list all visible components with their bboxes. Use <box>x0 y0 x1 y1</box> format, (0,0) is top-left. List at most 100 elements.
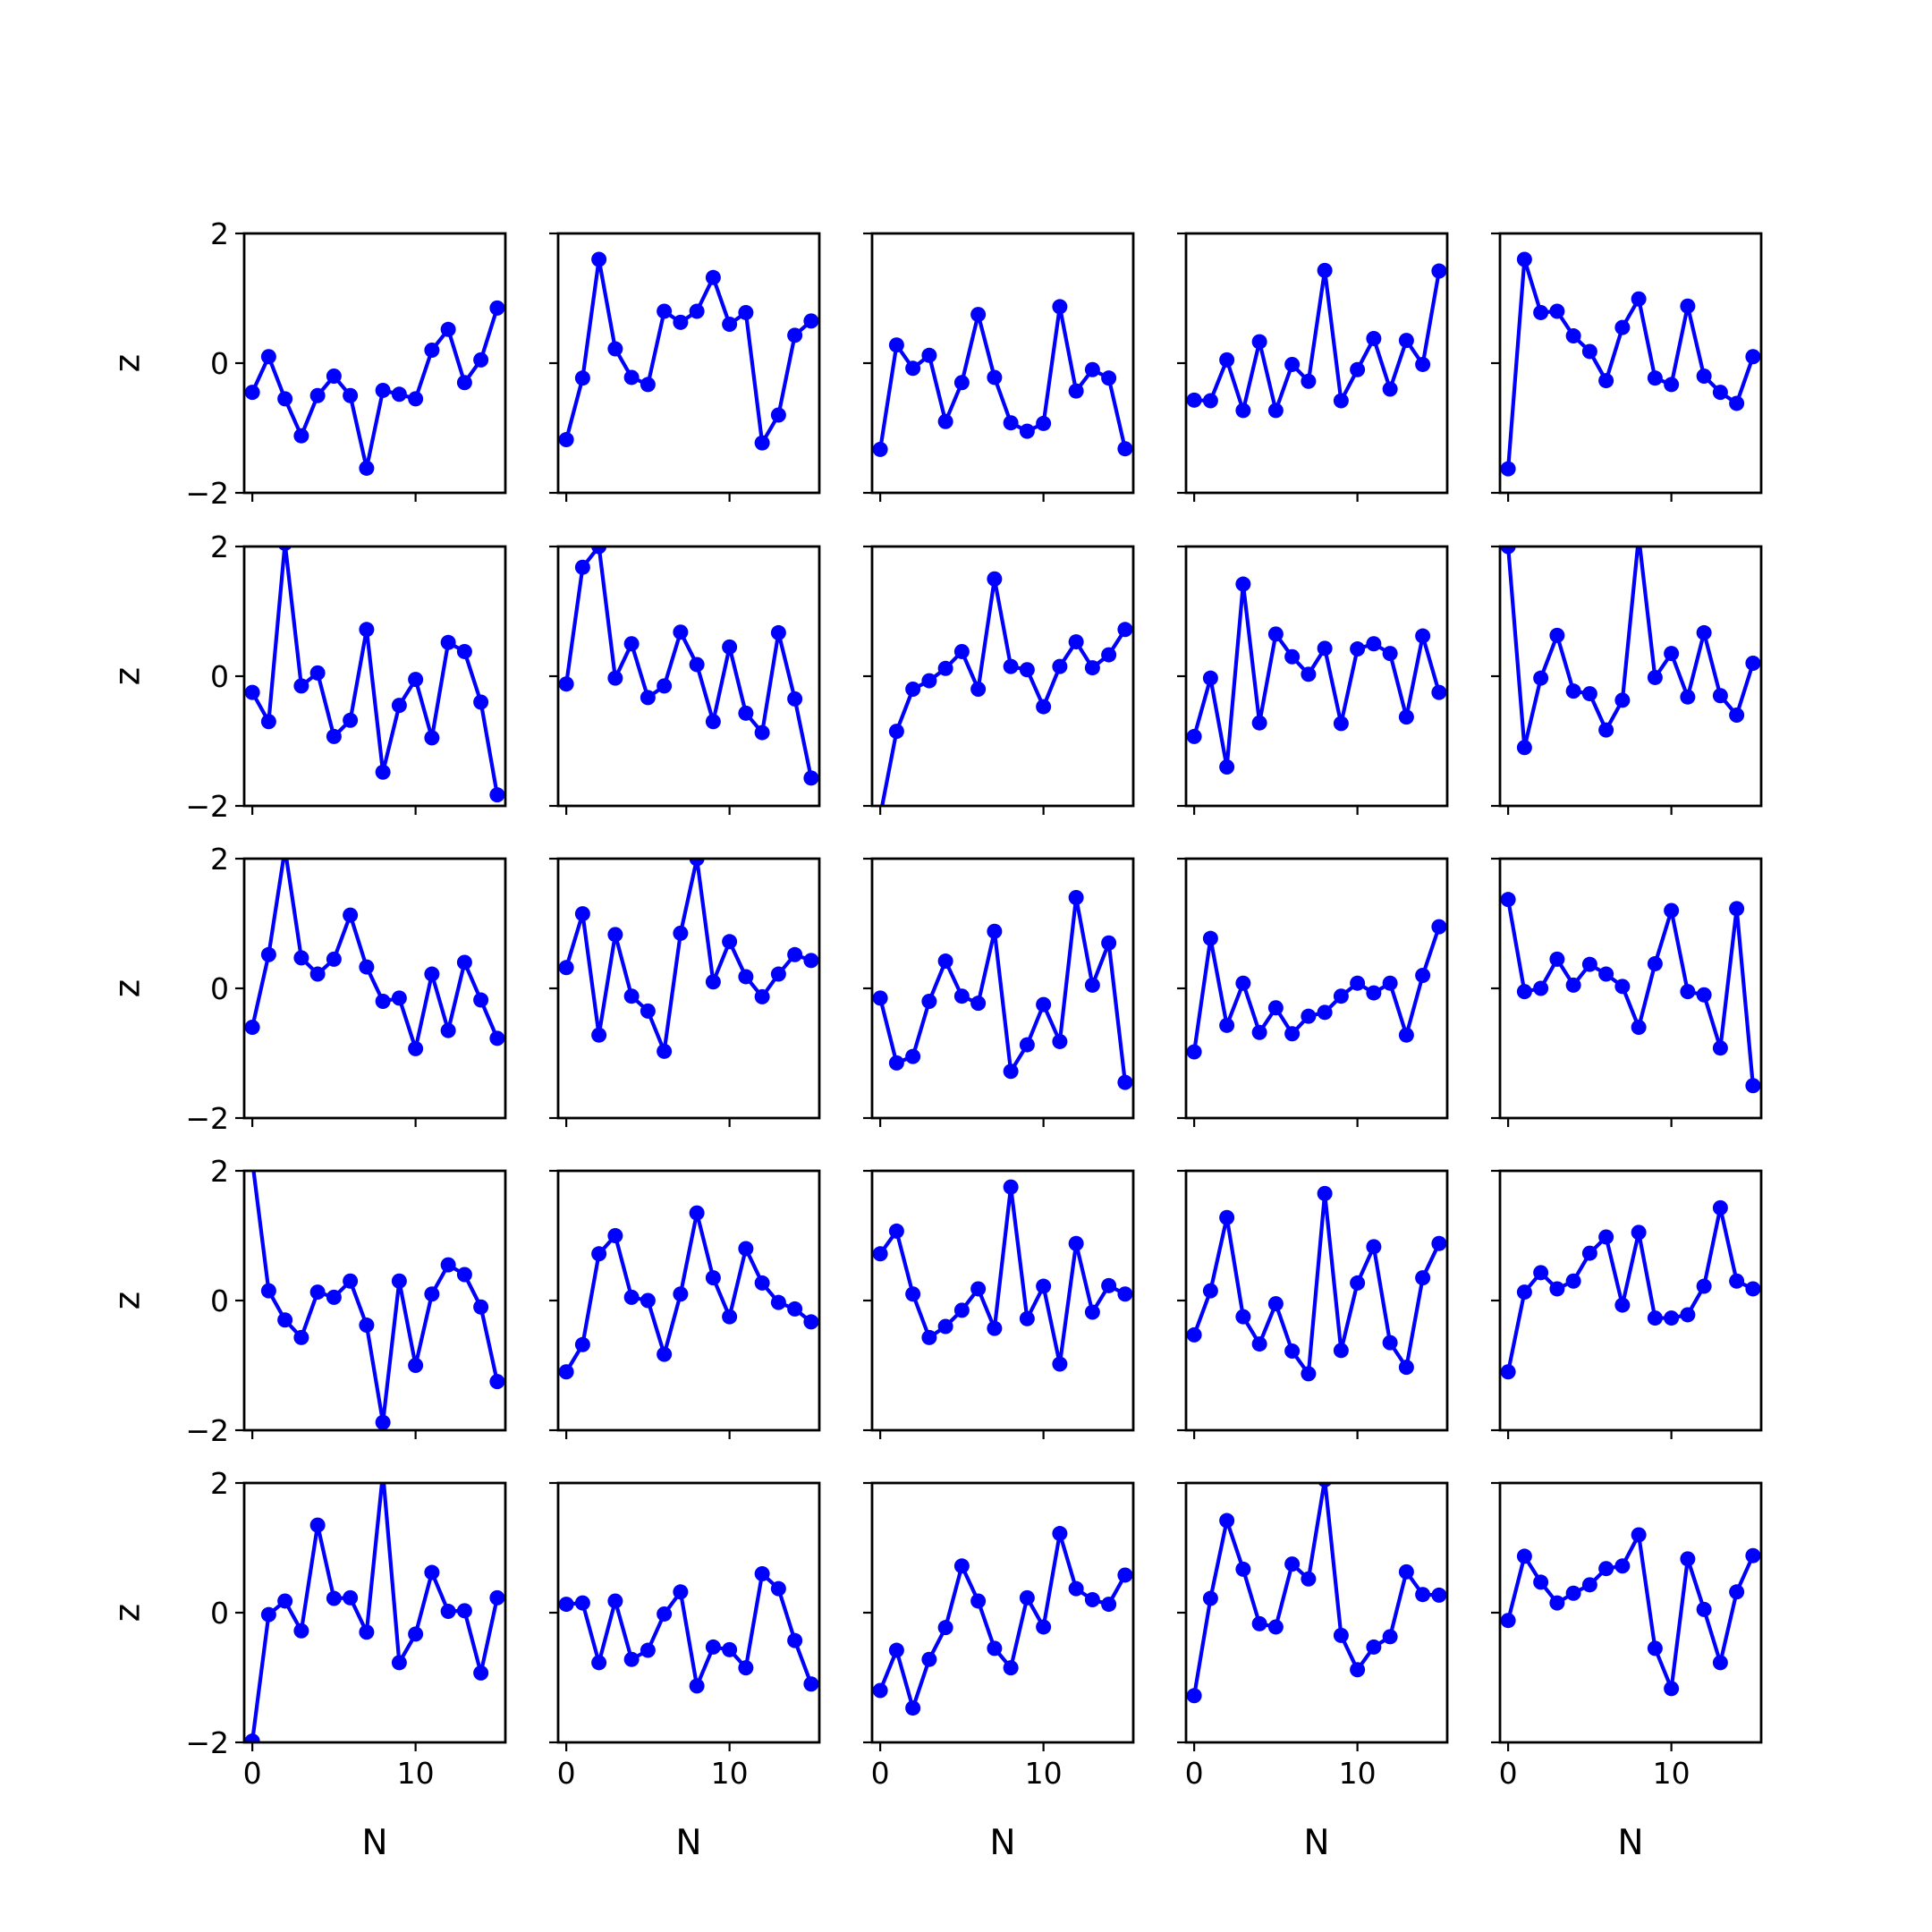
data-point <box>888 724 904 740</box>
data-point <box>1219 1017 1235 1033</box>
data-point <box>1598 373 1614 389</box>
data-point <box>770 624 786 640</box>
data-point <box>1350 1662 1366 1678</box>
data-point <box>1186 1044 1202 1060</box>
data-point <box>244 1733 260 1742</box>
data-layer <box>1186 1483 1447 1704</box>
data-layer <box>1500 1199 1761 1380</box>
data-point <box>591 1246 607 1262</box>
data-point <box>1366 1239 1382 1255</box>
data-point <box>359 1318 375 1334</box>
data-point <box>673 925 689 941</box>
data-point <box>640 1292 656 1309</box>
data-point <box>489 1589 505 1606</box>
data-point <box>1084 977 1100 993</box>
data-point <box>326 951 342 967</box>
data-point <box>1729 708 1745 723</box>
y-tick-label: 0 <box>210 659 229 694</box>
data-point <box>803 770 819 786</box>
data-point <box>970 682 987 697</box>
data-point <box>754 1275 770 1291</box>
data-point <box>1664 1310 1680 1326</box>
data-point <box>1664 377 1680 393</box>
series-line <box>880 577 1127 806</box>
data-point <box>1745 1078 1761 1094</box>
data-point <box>953 1302 970 1318</box>
data-point <box>888 337 904 353</box>
data-point <box>1745 1281 1761 1297</box>
data-point <box>1101 647 1117 663</box>
data-point <box>905 682 921 697</box>
data-point <box>1382 1629 1398 1645</box>
data-point <box>1614 979 1631 995</box>
data-point <box>640 1003 656 1019</box>
data-point <box>1516 740 1532 756</box>
data-point <box>558 1597 574 1613</box>
series-line <box>250 307 499 470</box>
data-point <box>343 907 359 923</box>
data-point <box>1366 330 1382 346</box>
data-point <box>970 307 987 323</box>
data-point <box>1186 392 1202 408</box>
data-point <box>1052 1526 1068 1542</box>
data-point <box>1533 1265 1549 1281</box>
data-point <box>456 1267 472 1283</box>
series-line <box>878 304 1127 450</box>
data-point <box>489 1374 505 1390</box>
data-point <box>607 1593 623 1609</box>
data-point <box>1019 1589 1035 1606</box>
data-point <box>1235 402 1251 419</box>
data-layer <box>872 299 1133 457</box>
data-point <box>1549 1595 1565 1611</box>
subplot-r2-c3 <box>863 545 1135 815</box>
data-point <box>489 787 505 803</box>
data-point <box>260 946 276 962</box>
data-point <box>1565 328 1581 344</box>
data-point <box>1680 1551 1696 1567</box>
x-axis-label: N <box>1617 1823 1643 1863</box>
data-point <box>657 303 673 319</box>
data-point <box>326 1289 342 1305</box>
data-point <box>1696 1601 1712 1617</box>
data-point <box>803 313 819 329</box>
data-layer <box>558 547 819 786</box>
data-point <box>787 1301 803 1317</box>
data-point <box>872 990 888 1006</box>
data-point <box>738 705 754 721</box>
data-point <box>722 1309 738 1325</box>
data-point <box>689 1205 705 1221</box>
data-point <box>1219 352 1235 368</box>
data-layer <box>558 251 819 451</box>
data-point <box>1267 402 1284 419</box>
subplot-r4-c4 <box>1177 1169 1449 1439</box>
data-point <box>293 1623 309 1639</box>
data-point <box>1202 670 1218 686</box>
data-layer <box>1186 576 1447 775</box>
data-point <box>787 327 803 343</box>
data-point <box>1036 996 1052 1013</box>
subplot-grid: 2 0 −2 z 2 0 −2 z 2 0 −2 z 2 0 −2 z 2 0 −2 0 10 z N 0 10 N 0 10 N 0 10… <box>108 216 1763 1863</box>
y-tick-label: 2 <box>210 842 229 877</box>
y-tick-label: 0 <box>210 346 229 381</box>
data-point <box>1317 262 1333 278</box>
data-point <box>1019 662 1035 678</box>
data-point <box>657 678 673 694</box>
data-point <box>787 946 803 962</box>
data-point <box>673 1584 689 1600</box>
data-point <box>905 1048 921 1064</box>
data-point <box>921 673 937 689</box>
data-point <box>424 1564 440 1580</box>
y-tick-label: 2 <box>210 530 229 564</box>
data-point <box>375 994 391 1009</box>
data-point <box>689 859 705 867</box>
data-layer <box>558 1205 819 1380</box>
data-point <box>1581 1577 1597 1593</box>
data-point <box>1084 1592 1100 1607</box>
data-point <box>607 341 623 357</box>
data-point <box>937 1318 953 1335</box>
data-point <box>1333 393 1349 409</box>
data-point <box>607 670 623 686</box>
data-point <box>705 1639 721 1655</box>
data-point <box>1431 1235 1447 1251</box>
data-point <box>293 1329 309 1345</box>
